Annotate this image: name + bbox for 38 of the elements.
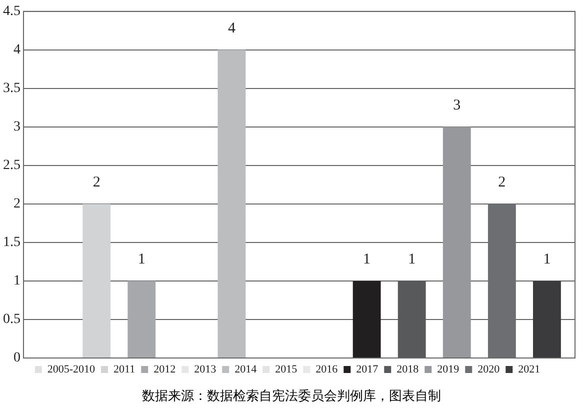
bar: [218, 50, 246, 358]
legend-label: 2020: [478, 363, 500, 376]
data-label: 1: [363, 251, 371, 268]
y-tick-label: 0: [14, 350, 20, 366]
data-label: 3: [453, 97, 461, 114]
data-label: 1: [543, 251, 551, 268]
bar: [82, 204, 111, 358]
bar: [352, 280, 381, 358]
legend-label: 2013: [194, 363, 217, 376]
legend-label: 2015: [275, 363, 298, 376]
y-tick-label: 4: [14, 42, 20, 58]
data-label: 1: [138, 251, 146, 268]
legend-label: 2017: [356, 363, 379, 376]
legend-label: 2016: [316, 363, 338, 376]
bar: [128, 280, 156, 358]
bar: [533, 280, 561, 358]
legend-label: 2011: [114, 363, 136, 376]
legend-label: 2005-2010: [47, 363, 96, 376]
y-tick-label: 3: [14, 120, 20, 135]
legend-label: 2018: [396, 363, 420, 376]
bar: [442, 126, 471, 358]
legend-label: 2019: [437, 363, 460, 376]
y-tick-label: 0.5: [3, 312, 20, 328]
y-tick-label: 4.5: [3, 4, 20, 20]
data-label: 2: [92, 174, 100, 190]
y-tick-label: 2.5: [3, 158, 20, 174]
y-tick-label: 1.5: [3, 235, 20, 250]
bar: [398, 280, 426, 358]
y-tick-label: 1: [14, 274, 20, 289]
legend-label: 2021: [518, 363, 540, 376]
legend-label: 2014: [234, 363, 258, 376]
y-tick-label: 2: [14, 196, 20, 212]
data-label: 2: [498, 174, 506, 190]
y-tick-label: 3.5: [3, 81, 20, 96]
legend-label: 2012: [154, 363, 176, 376]
data-label: 4: [228, 20, 236, 36]
source-note: 数据来源：数据检索自宪法委员会判例库，图表自制: [141, 387, 442, 405]
data-label: 1: [408, 251, 416, 268]
